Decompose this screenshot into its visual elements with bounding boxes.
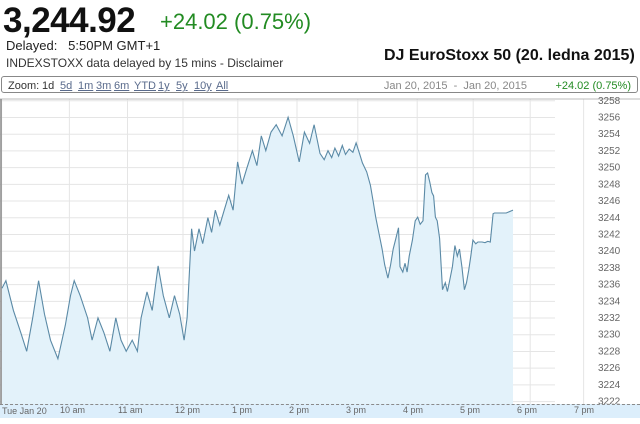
svg-text:3258: 3258 [598,96,621,107]
svg-text:3246: 3246 [598,196,621,207]
svg-text:3256: 3256 [598,113,621,124]
svg-text:3224: 3224 [598,380,621,391]
svg-text:3242: 3242 [598,229,621,240]
svg-text:3232: 3232 [598,313,621,324]
svg-text:3238: 3238 [598,263,621,274]
svg-text:3240: 3240 [598,246,621,257]
svg-text:3230: 3230 [598,330,621,341]
svg-text:3228: 3228 [598,346,621,357]
svg-text:3234: 3234 [598,296,621,307]
svg-text:3250: 3250 [598,163,621,174]
svg-text:3236: 3236 [598,280,621,291]
svg-text:3248: 3248 [598,179,621,190]
svg-text:3244: 3244 [598,213,621,224]
svg-text:3226: 3226 [598,363,621,374]
svg-text:3254: 3254 [598,129,621,140]
svg-text:3252: 3252 [598,146,621,157]
